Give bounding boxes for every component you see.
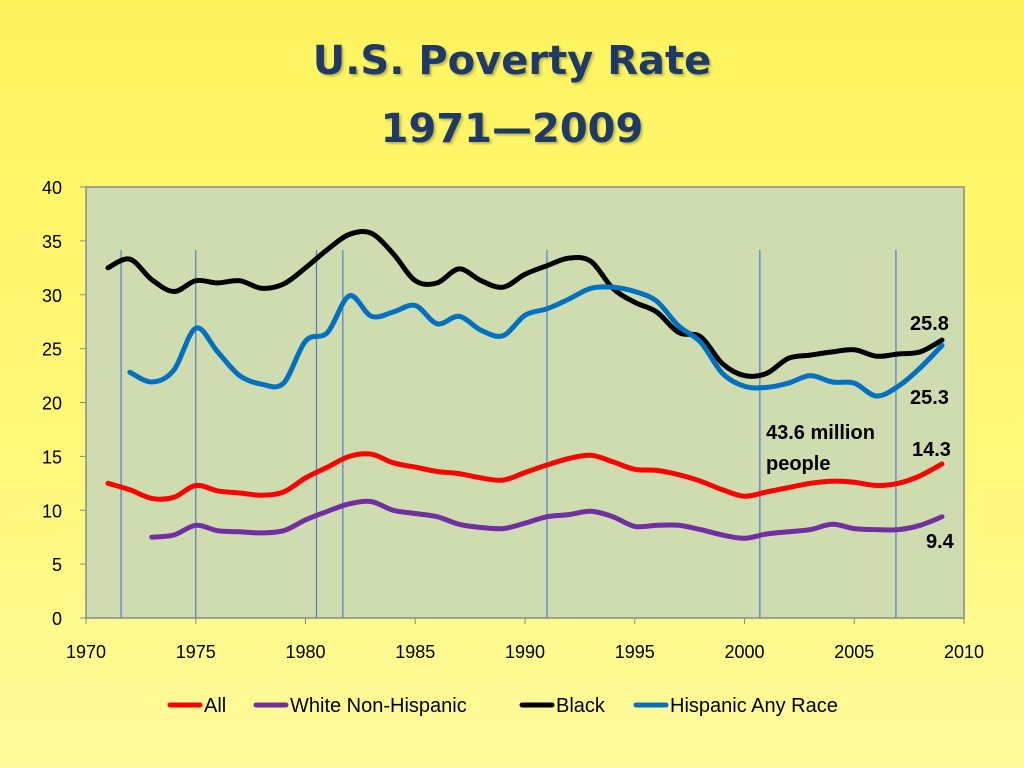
series-end-labels: 14.3 9.4 25.8 25.3 [910, 313, 955, 553]
end-label-white-non-hispanic: 9.4 [926, 531, 955, 553]
legend-label-black: Black [556, 695, 606, 717]
x-tick-label-3: 1985 [395, 642, 435, 662]
x-tick-label-0: 1970 [66, 642, 106, 662]
x-tick-label-7: 2005 [834, 642, 874, 662]
y-tick-label-0: 0 [52, 609, 62, 629]
y-tick-label-1: 5 [52, 555, 62, 575]
annotation-line2: people [766, 453, 830, 475]
annotation-line1: 43.6 million [766, 422, 875, 444]
x-tick-label-8: 2010 [944, 642, 984, 662]
y-tick-label-5: 25 [42, 340, 62, 360]
x-axis-tick-labels: 1970 1975 1980 1985 1990 1995 2000 2005 2010 [66, 642, 984, 662]
axes [80, 186, 965, 624]
x-tick-label-6: 2000 [724, 642, 764, 662]
y-tick-label-6: 30 [42, 286, 62, 306]
y-tick-label-7: 35 [42, 232, 62, 252]
end-label-hispanic-any-race: 25.3 [910, 387, 949, 409]
series-lines [105, 229, 945, 541]
y-tick-label-3: 15 [42, 447, 62, 467]
x-tick-label-4: 1990 [505, 642, 545, 662]
y-tick-label-8: 40 [42, 178, 62, 198]
series-line-white-non-hispanic [149, 498, 945, 541]
annotation: 43.6 million people [766, 422, 875, 475]
y-tick-label-2: 10 [42, 501, 62, 521]
end-label-black: 25.8 [910, 313, 949, 335]
legend-label-all: All [204, 695, 226, 717]
plot-area [85, 186, 965, 619]
series-line-black [105, 229, 945, 379]
legend-label-hispanic-any-race: Hispanic Any Race [670, 695, 838, 717]
y-tick-label-4: 20 [42, 394, 62, 414]
legend: All White Non-Hispanic Black Hispanic Any R… [167, 695, 838, 717]
legend-label-white-non-hispanic: White Non-Hispanic [290, 695, 467, 717]
y-axis-tick-labels: 0 5 10 15 20 25 30 35 40 [42, 178, 62, 629]
x-tick-label-2: 1980 [285, 642, 325, 662]
slide-subtitle-years: 1971—2009 [380, 106, 644, 152]
slide-title: U.S. Poverty Rate [312, 38, 712, 84]
end-label-all: 14.3 [912, 439, 951, 461]
x-tick-label-1: 1975 [176, 642, 216, 662]
series-line-hispanic-any-race [127, 284, 945, 399]
series-line-all [105, 451, 945, 502]
x-tick-label-5: 1995 [615, 642, 655, 662]
